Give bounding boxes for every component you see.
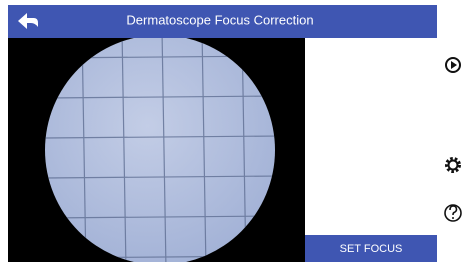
button-label: SET FOCUS <box>340 243 403 255</box>
screen: Dermatoscope Focus Correction SET FOCUS <box>0 0 462 266</box>
side-panel <box>305 38 437 235</box>
title: Dermatoscope Focus Correction <box>126 12 313 27</box>
page: Dermatoscope Focus Correction SET FOCUS <box>0 0 462 266</box>
